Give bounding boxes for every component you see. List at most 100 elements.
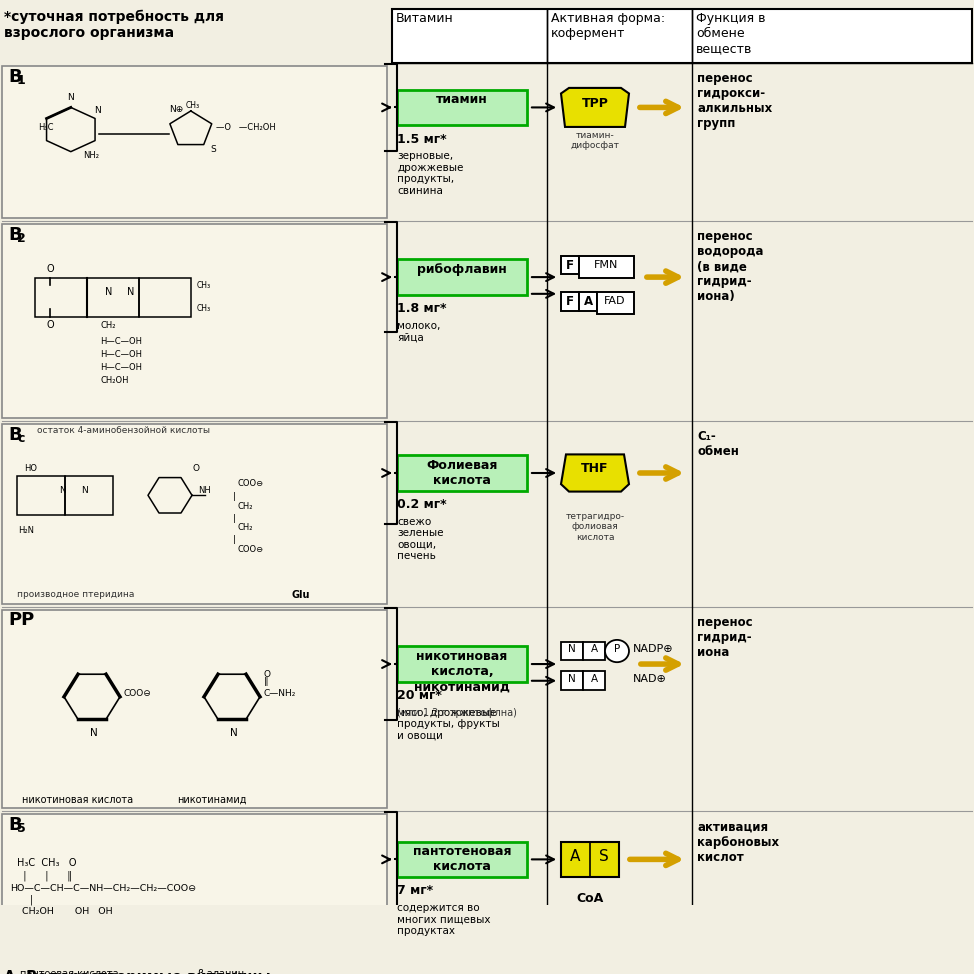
Bar: [561, 292, 579, 311]
Text: c: c: [17, 432, 24, 445]
Text: N: N: [104, 287, 112, 297]
Text: 0.2 мг*: 0.2 мг*: [397, 498, 447, 511]
Text: B: B: [8, 226, 21, 244]
Text: А. Водорастворимые витамины: А. Водорастворимые витамины: [4, 970, 271, 974]
Text: S: S: [599, 849, 609, 864]
Bar: [561, 642, 583, 660]
Bar: [561, 671, 583, 690]
Text: никотиновая
кислота,
никотинамид: никотиновая кислота, никотинамид: [414, 650, 510, 693]
Text: N⊕: N⊕: [169, 104, 183, 114]
Text: COO⊖: COO⊖: [124, 690, 152, 698]
Text: тиамин: тиамин: [436, 94, 488, 106]
Text: 1.5 мг*: 1.5 мг*: [397, 132, 447, 145]
Bar: [583, 671, 605, 690]
Text: 20 мг*: 20 мг*: [397, 690, 442, 702]
Text: B: B: [8, 426, 21, 443]
Text: N: N: [94, 106, 101, 116]
Text: THF: THF: [581, 462, 609, 475]
Text: HO: HO: [24, 464, 37, 473]
Polygon shape: [561, 455, 629, 492]
Text: O: O: [47, 320, 54, 330]
Text: Функция в
обмене
веществ: Функция в обмене веществ: [696, 12, 766, 56]
Bar: [397, 455, 527, 491]
Bar: [579, 292, 597, 311]
Bar: [2, 814, 387, 974]
Text: NAD⊕: NAD⊕: [633, 674, 667, 684]
Bar: [397, 90, 527, 125]
Text: H—C—OH: H—C—OH: [100, 337, 142, 346]
Text: |: |: [233, 514, 236, 523]
Text: CH₂OH: CH₂OH: [100, 376, 129, 385]
Text: зерновые,
дрожжевые
продукты,
свинина: зерновые, дрожжевые продукты, свинина: [397, 151, 464, 196]
Text: N: N: [568, 674, 576, 684]
Bar: [139, 278, 191, 317]
Text: H₃C: H₃C: [38, 123, 54, 132]
Text: тиамин-
дифосфат: тиамин- дифосфат: [571, 131, 619, 150]
Text: N: N: [67, 93, 74, 101]
Text: A: A: [583, 295, 592, 308]
Text: COO⊖: COO⊖: [237, 478, 263, 488]
Polygon shape: [561, 88, 629, 127]
Text: β-аланин: β-аланин: [197, 969, 244, 974]
Text: перенос
водорода
(в виде
гидрид-
иона): перенос водорода (в виде гидрид- иона): [697, 231, 764, 304]
Text: O: O: [264, 670, 271, 679]
Text: A: A: [590, 644, 598, 655]
Bar: [2, 66, 387, 218]
Text: активация
карбоновых
кислот: активация карбоновых кислот: [697, 820, 779, 864]
Text: остаток 4-аминобензойной кислоты: остаток 4-аминобензойной кислоты: [37, 426, 210, 434]
Text: S: S: [210, 145, 215, 155]
Text: мясо, дрожжевые
продукты, фрукты
и овощи: мясо, дрожжевые продукты, фрукты и овощи: [397, 708, 500, 741]
Text: CoA: CoA: [577, 892, 604, 905]
Text: N: N: [82, 486, 89, 495]
Text: H₂N: H₂N: [18, 526, 34, 535]
Text: 7 мг*: 7 мг*: [397, 884, 433, 897]
Text: никотинамид: никотинамид: [177, 795, 246, 805]
Text: NADP⊕: NADP⊕: [633, 644, 674, 655]
Text: содержится во
многих пищевых
продуктах: содержится во многих пищевых продуктах: [397, 903, 491, 936]
Text: *суточная потребность для
взрослого организма: *суточная потребность для взрослого орга…: [4, 10, 224, 40]
Text: |: |: [233, 536, 236, 544]
Bar: [88, 278, 139, 317]
Bar: [17, 475, 65, 515]
Text: F: F: [566, 295, 574, 308]
Text: O: O: [47, 264, 54, 274]
Circle shape: [605, 640, 629, 662]
Text: 5: 5: [17, 822, 25, 836]
Text: CH₃: CH₃: [186, 101, 200, 110]
Text: пантоевая кислота: пантоевая кислота: [20, 969, 119, 974]
Text: N: N: [91, 729, 97, 738]
Text: 1.8 мг*: 1.8 мг*: [397, 302, 446, 316]
Text: Фолиевая
кислота: Фолиевая кислота: [427, 459, 498, 487]
Text: тетрагидро-
фолиовая
кислота: тетрагидро- фолиовая кислота: [566, 512, 624, 542]
Bar: [561, 256, 579, 275]
Text: Активная форма:
кофермент: Активная форма: кофермент: [551, 12, 665, 40]
Text: COO⊖: COO⊖: [237, 545, 263, 554]
Text: PP: PP: [8, 612, 34, 629]
Text: CH₃: CH₃: [196, 281, 210, 290]
Bar: [2, 424, 387, 604]
Text: TPP: TPP: [581, 97, 609, 110]
Text: A: A: [590, 674, 598, 684]
Text: |      |      ‖: | | ‖: [17, 871, 72, 880]
Text: N: N: [230, 729, 238, 738]
Text: CH₂: CH₂: [237, 523, 252, 532]
Text: перенос
гидрид-
иона: перенос гидрид- иона: [697, 617, 753, 659]
Bar: [392, 10, 972, 63]
Bar: [583, 642, 605, 660]
Text: рибофлавин: рибофлавин: [417, 263, 506, 277]
Text: B: B: [8, 816, 21, 834]
Bar: [65, 475, 113, 515]
Text: С₁-
обмен: С₁- обмен: [697, 431, 739, 458]
Bar: [2, 610, 387, 808]
Bar: [35, 278, 88, 317]
Text: |: |: [233, 492, 236, 501]
Text: FMN: FMN: [594, 260, 618, 270]
Text: H₃C  CH₃   O: H₃C CH₃ O: [17, 857, 77, 868]
Text: N: N: [58, 486, 65, 495]
Text: пантотеновая
кислота: пантотеновая кислота: [413, 845, 511, 874]
Text: H—C—OH: H—C—OH: [100, 350, 142, 359]
Text: P: P: [614, 644, 620, 655]
Text: производное птеридина: производное птеридина: [17, 590, 134, 599]
Bar: [561, 842, 619, 877]
Bar: [579, 256, 634, 278]
